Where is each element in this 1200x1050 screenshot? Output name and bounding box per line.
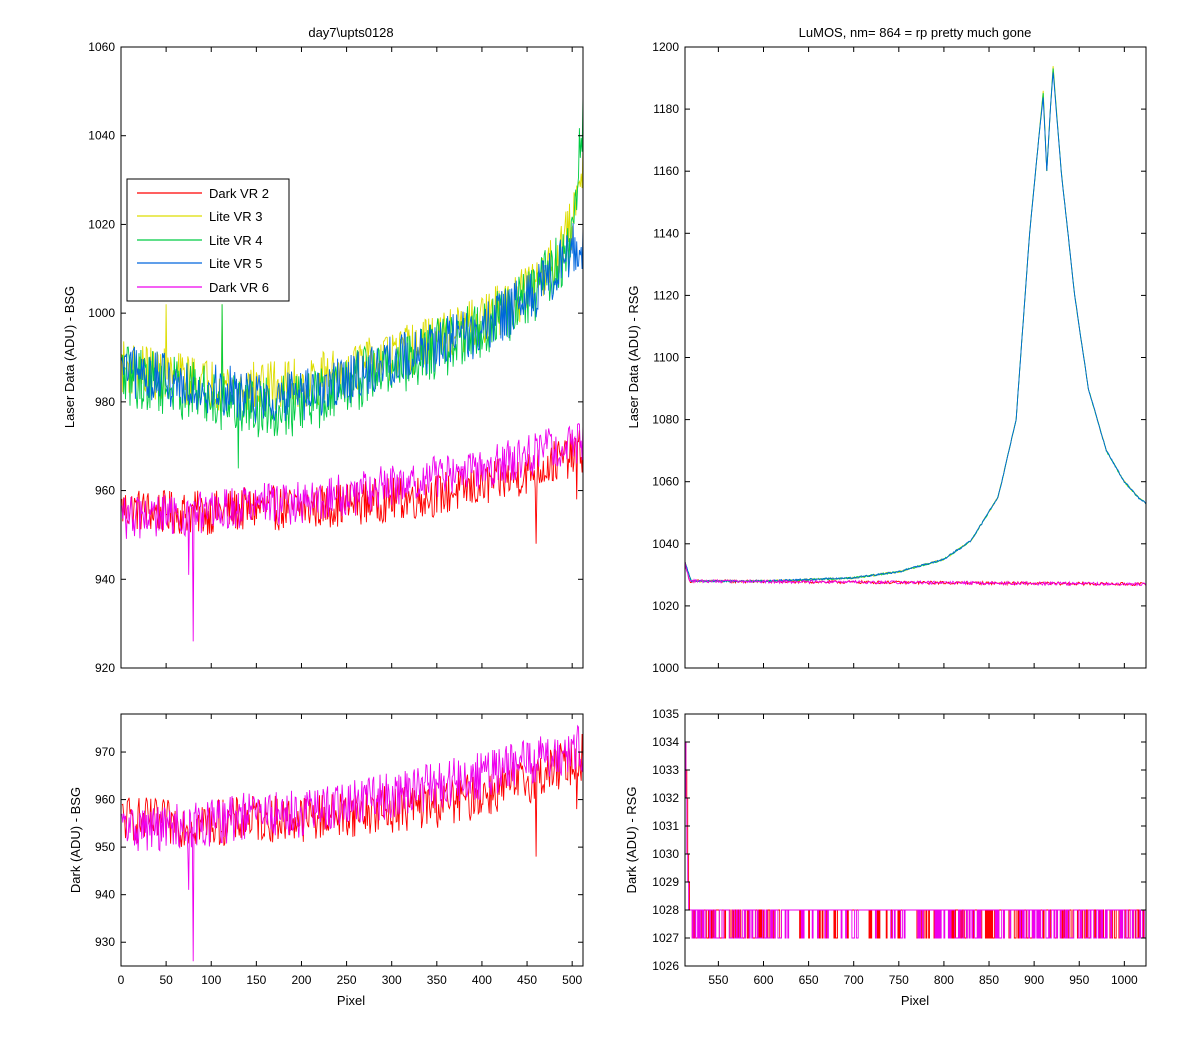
panel-bsg-laser-title: day7\upts0128 — [308, 25, 393, 40]
y-tick-label: 1100 — [653, 351, 679, 365]
x-tick-label: 900 — [1024, 973, 1044, 987]
y-tick-label: 980 — [95, 395, 115, 409]
y-tick-label: 1040 — [652, 537, 679, 551]
panel-rsg-laser-plot: 1000 1020 1040 1060 1080 1100 1120 1140 1160 1180… — [652, 40, 1147, 675]
y-tick-label: 940 — [95, 888, 115, 902]
y-tick-label: 1120 — [653, 288, 679, 302]
x-tick-label: 300 — [382, 973, 402, 987]
panel-rsg-dark-plot: 550 600 650 700 750 800 850 900 950 1000 1026 1027 1… — [652, 707, 1147, 987]
panel-bsg-laser: day7\upts0128 Laser Data (ADU) - BSG 920… — [62, 25, 584, 675]
y-tick-label: 970 — [95, 745, 115, 759]
y-tick-label: 950 — [95, 840, 115, 854]
y-tick-label: 1060 — [652, 475, 679, 489]
series-line-dark-vr-6 — [121, 423, 583, 642]
y-tick-label: 1027 — [652, 931, 679, 945]
x-tick-label: 350 — [427, 973, 447, 987]
x-tick-label: 250 — [337, 973, 357, 987]
y-tick-label: 1040 — [88, 129, 115, 143]
legend-label: Lite VR 5 — [209, 256, 262, 271]
x-tick-label: 850 — [979, 973, 999, 987]
legend-entry: Dark VR 2 — [137, 186, 269, 201]
y-tick-label: 930 — [95, 935, 115, 949]
y-tick-label: 1034 — [652, 735, 679, 749]
y-tick-label: 960 — [95, 793, 115, 807]
x-tick-label: 600 — [753, 973, 773, 987]
panel-bsg-laser-ylabel: Laser Data (ADU) - BSG — [62, 286, 77, 428]
x-tick-label: 650 — [799, 973, 819, 987]
x-tick-label: 750 — [889, 973, 909, 987]
panel-bsg-dark-ylabel: Dark (ADU) - BSG — [68, 787, 83, 893]
legend-label: Dark VR 2 — [209, 186, 269, 201]
panel-rsg-dark-ylabel: Dark (ADU) - RSG — [624, 787, 639, 894]
series-group — [121, 95, 583, 642]
series-line-dark-vr-2 — [121, 733, 583, 857]
y-tick-label: 1028 — [652, 903, 679, 917]
legend: Dark VR 2 Lite VR 3 Lite VR 4 Lite VR 5 … — [126, 178, 290, 302]
panel-bsg-dark-plot: 0 50 100 150 200 250 300 350 400 450 500 930 940 950 9… — [95, 713, 584, 987]
x-tick-label: 800 — [934, 973, 954, 987]
y-tick-label: 1032 — [652, 791, 679, 805]
panel-rsg-laser: LuMOS, nm= 864 = rp pretty much gone Las… — [626, 25, 1147, 675]
y-tick-label: 1035 — [652, 707, 679, 721]
x-tick-label: 400 — [472, 973, 492, 987]
y-tick-label: 1020 — [88, 217, 115, 231]
series-line-lite-vr-4 — [121, 95, 583, 469]
y-tick-label: 1000 — [652, 661, 679, 675]
panel-bsg-dark-xlabel: Pixel — [337, 993, 365, 1008]
legend-entry: Lite VR 3 — [137, 209, 262, 224]
panel-bsg-dark: Dark (ADU) - BSG Pixel 0 50 100 150 200 250 30… — [68, 713, 584, 1008]
axes-frame — [684, 713, 1147, 967]
series-line-lite-vr-5 — [121, 222, 583, 423]
x-tick-label: 450 — [517, 973, 537, 987]
legend-label: Dark VR 6 — [209, 280, 269, 295]
axes-frame — [120, 713, 584, 967]
x-tick-label: 550 — [708, 973, 728, 987]
panel-rsg-dark-xlabel: Pixel — [901, 993, 929, 1008]
x-tick-label: 950 — [1069, 973, 1089, 987]
y-tick-label: 1033 — [652, 763, 679, 777]
legend-label: Lite VR 3 — [209, 209, 262, 224]
series-group — [685, 741, 1146, 939]
y-tick-label: 1020 — [652, 599, 679, 613]
series-line-lite-vr-5 — [685, 72, 1146, 583]
y-tick-label: 1200 — [652, 40, 679, 54]
x-tick-label: 500 — [562, 973, 582, 987]
y-tick-label: 1026 — [652, 959, 679, 973]
y-tick-label: 920 — [95, 661, 115, 675]
y-tick-label: 1180 — [653, 102, 679, 116]
x-tick-label: 150 — [246, 973, 266, 987]
y-tick-label: 1030 — [652, 847, 679, 861]
panel-rsg-dark: Dark (ADU) - RSG Pixel 550 600 650 700 750 80… — [624, 707, 1147, 1008]
legend-entry: Lite VR 5 — [137, 256, 262, 271]
x-tick-label: 50 — [159, 973, 173, 987]
panel-rsg-laser-ylabel: Laser Data (ADU) - RSG — [626, 285, 641, 428]
x-tick-label: 200 — [291, 973, 311, 987]
x-tick-label: 0 — [118, 973, 125, 987]
series-group — [121, 724, 583, 962]
panel-rsg-laser-title: LuMOS, nm= 864 = rp pretty much gone — [799, 25, 1032, 40]
y-tick-label: 1060 — [88, 40, 115, 54]
legend-entry: Lite VR 4 — [137, 233, 262, 248]
x-tick-label: 100 — [201, 973, 221, 987]
y-tick-label: 1140 — [653, 226, 679, 240]
y-tick-label: 1160 — [653, 164, 679, 178]
y-tick-label: 1029 — [652, 875, 679, 889]
axes-frame — [120, 46, 584, 669]
y-tick-label: 960 — [95, 484, 115, 498]
series-line-dark-vr-6 — [121, 724, 583, 962]
y-tick-label: 1031 — [652, 819, 679, 833]
y-tick-label: 1080 — [652, 413, 679, 427]
legend-label: Lite VR 4 — [209, 233, 262, 248]
legend-entry: Dark VR 6 — [137, 280, 269, 295]
x-tick-label: 1000 — [1111, 973, 1138, 987]
series-line-dark-vr-6 — [685, 741, 1146, 939]
series-line-dark-vr-6 — [685, 561, 1146, 587]
x-tick-label: 700 — [844, 973, 864, 987]
y-tick-label: 940 — [95, 572, 115, 586]
series-group — [685, 66, 1146, 587]
panel-bsg-laser-plot: 920 940 960 980 1000 1020 1040 1060 — [88, 40, 584, 675]
y-tick-label: 1000 — [88, 306, 115, 320]
